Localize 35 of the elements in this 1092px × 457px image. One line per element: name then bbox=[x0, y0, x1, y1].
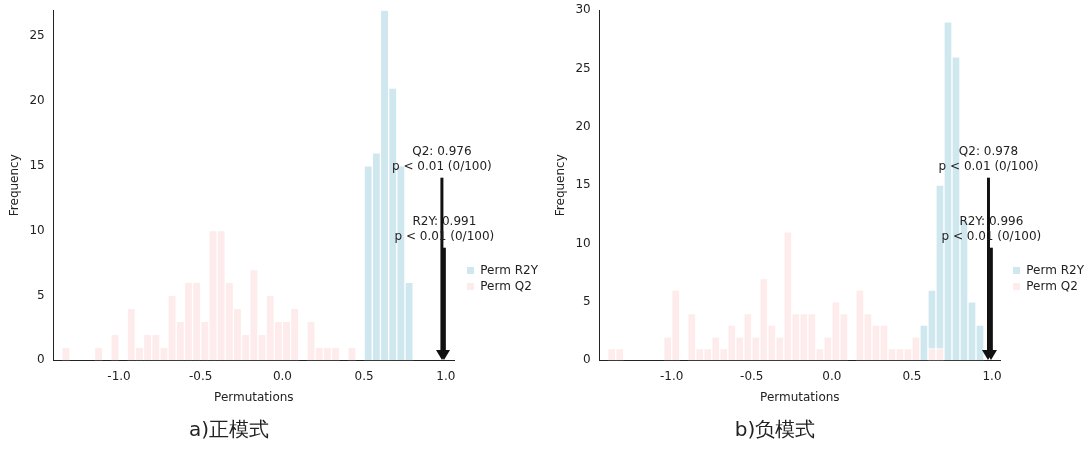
legend-label: Perm R2Y bbox=[1026, 263, 1084, 277]
x-tick-label: 1.0 bbox=[436, 368, 456, 383]
y-tick-label: 15 bbox=[29, 157, 45, 172]
y-tick-label: 25 bbox=[575, 60, 591, 75]
y-tick-label: 20 bbox=[575, 118, 591, 133]
x-tick-label: 0.5 bbox=[902, 368, 922, 383]
ref-line-label: Q2: 0.978 p < 0.01 (0/100) bbox=[938, 143, 1039, 173]
x-tick-label: -0.5 bbox=[740, 368, 764, 383]
y-axis-title: Frequency bbox=[7, 154, 22, 217]
y-tick-label: 20 bbox=[29, 93, 45, 108]
x-axis-title: Permutations bbox=[214, 389, 294, 404]
x-tick-label: -1.0 bbox=[107, 368, 131, 383]
y-axis-title: Frequency bbox=[553, 154, 568, 217]
y-tick-label: 10 bbox=[29, 222, 45, 237]
y-tick-label: 15 bbox=[575, 177, 591, 192]
y-tick-label: 25 bbox=[29, 28, 45, 43]
y-tick-label: 30 bbox=[575, 2, 591, 17]
x-tick-label: 0.0 bbox=[272, 368, 292, 383]
legend-label: Perm R2Y bbox=[480, 263, 538, 277]
ref-line-label: Q2: 0.976 p < 0.01 (0/100) bbox=[392, 143, 492, 173]
text: b)负模式 bbox=[734, 417, 816, 442]
x-tick-label: 1.0 bbox=[982, 368, 1002, 383]
y-tick-label: 10 bbox=[575, 235, 591, 250]
y-tick-label: 5 bbox=[583, 293, 591, 308]
y-tick-label: 0 bbox=[583, 352, 591, 367]
x-tick-label: -0.5 bbox=[189, 368, 213, 383]
x-axis-title: Permutations bbox=[760, 389, 840, 404]
y-tick-label: 0 bbox=[37, 352, 45, 367]
y-tick-label: 5 bbox=[37, 287, 45, 302]
legend-label: Perm Q2 bbox=[480, 279, 532, 293]
x-tick-label: 0.5 bbox=[354, 368, 374, 383]
legend-label: Perm Q2 bbox=[1026, 279, 1078, 293]
text: a)正模式 bbox=[188, 417, 270, 442]
x-tick-label: -1.0 bbox=[660, 368, 684, 383]
x-tick-label: 0.0 bbox=[822, 368, 842, 383]
